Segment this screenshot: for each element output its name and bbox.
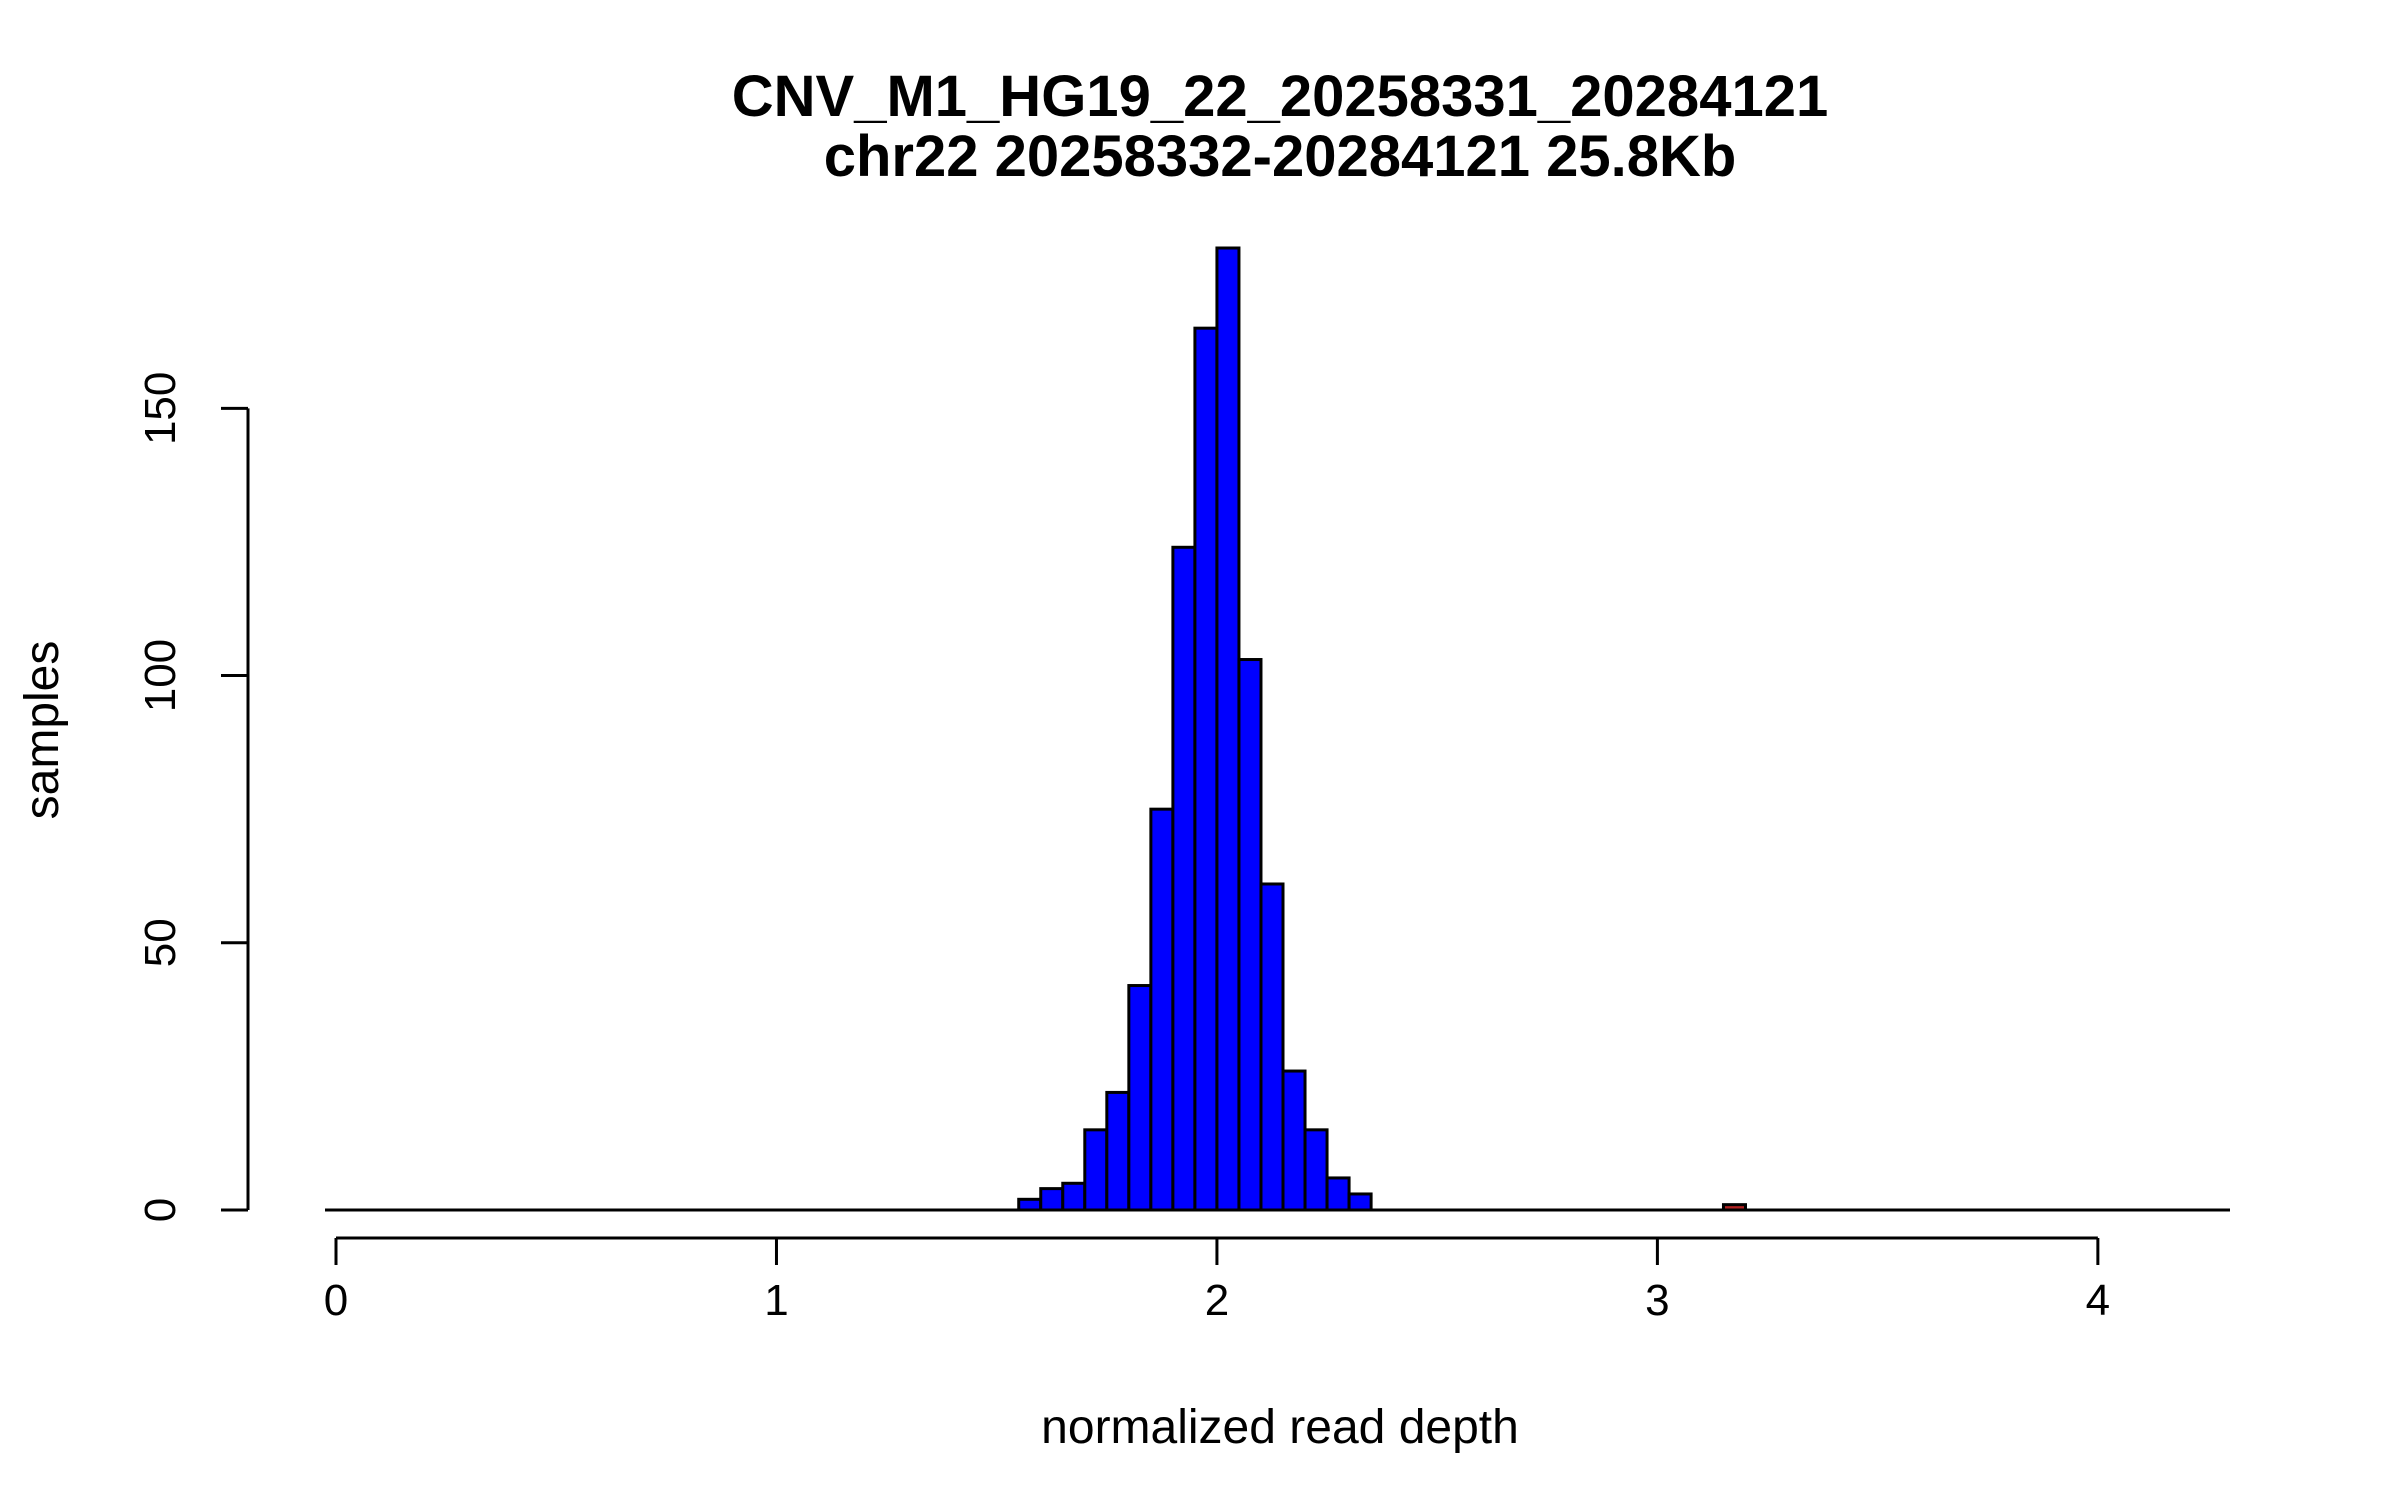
- histogram-bar: [1347, 1192, 1373, 1212]
- histogram-bar: [1149, 807, 1175, 1212]
- x-tick-label: 0: [324, 1276, 348, 1325]
- y-tick-label: 150: [136, 372, 185, 445]
- histogram-bar: [1171, 545, 1197, 1212]
- histogram-bar: [1237, 658, 1263, 1212]
- x-axis-ticks: 0 1 2 3 4: [324, 1238, 2110, 1325]
- histogram-bars: [1017, 246, 1747, 1212]
- x-tick-label: 3: [1645, 1276, 1669, 1325]
- chart-subtitle: chr22 20258332-20284121 25.8Kb: [824, 124, 1737, 189]
- histogram-bar: [1193, 326, 1219, 1212]
- histogram-bar: [1259, 882, 1285, 1212]
- histogram-bar: [1061, 1181, 1087, 1212]
- histogram-bar: [1083, 1128, 1109, 1212]
- y-axis-ticks: 0 50 100 150: [136, 372, 248, 1222]
- x-axis-label: normalized read depth: [1041, 1401, 1519, 1454]
- histogram-bar: [1325, 1176, 1351, 1212]
- histogram-bar: [1039, 1187, 1065, 1212]
- x-tick-label: 4: [2086, 1276, 2110, 1325]
- histogram-bar: [1017, 1197, 1043, 1212]
- y-tick-label: 50: [136, 918, 185, 967]
- y-tick-label: 0: [136, 1198, 185, 1222]
- x-tick-label: 2: [1205, 1276, 1229, 1325]
- histogram-bar: [1215, 246, 1241, 1212]
- chart-title: CNV_M1_HG19_22_20258331_20284121: [732, 64, 1828, 129]
- histogram-bar: [1281, 1069, 1307, 1212]
- histogram-bar: [1127, 984, 1153, 1212]
- histogram-bar: [1105, 1090, 1131, 1212]
- y-axis-label: samples: [16, 641, 69, 820]
- histogram-bar: [1303, 1128, 1329, 1212]
- y-tick-label: 100: [136, 639, 185, 712]
- x-tick-label: 1: [764, 1276, 788, 1325]
